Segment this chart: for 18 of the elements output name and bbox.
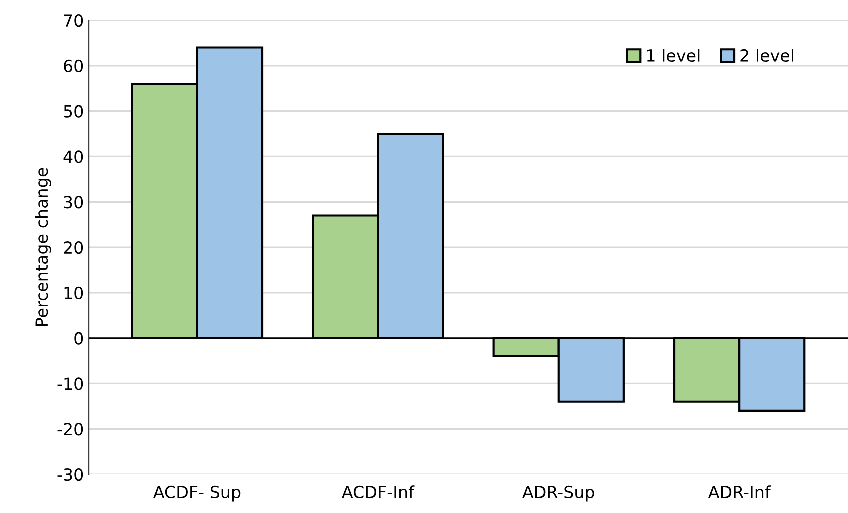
y-tick-label: 10 bbox=[64, 286, 84, 300]
y-tick-label: -10 bbox=[58, 378, 84, 390]
y-tick-label: 40 bbox=[64, 150, 84, 164]
y-tick-label: 20 bbox=[64, 241, 84, 254]
y-tick-label: 50 bbox=[64, 105, 84, 118]
y-tick-label: 30 bbox=[64, 196, 84, 209]
x-tick-label: ACDF- Sup bbox=[153, 486, 241, 502]
legend-label: 2 level bbox=[740, 49, 794, 62]
legend-label: 1 level bbox=[647, 49, 700, 62]
y-tick-label: 0 bbox=[74, 332, 84, 345]
y-tick-label: 70 bbox=[64, 14, 84, 28]
y-tick-label: 60 bbox=[64, 60, 84, 72]
y-tick-label: -20 bbox=[58, 423, 84, 436]
y-tick-label: -30 bbox=[58, 468, 84, 482]
x-tick-label: ADR-Sup bbox=[522, 486, 594, 502]
x-tick-label: ACDF-Inf bbox=[342, 486, 415, 499]
y-axis-title: Percentage change bbox=[35, 168, 52, 326]
x-tick-label: ADR-Inf bbox=[708, 486, 772, 498]
